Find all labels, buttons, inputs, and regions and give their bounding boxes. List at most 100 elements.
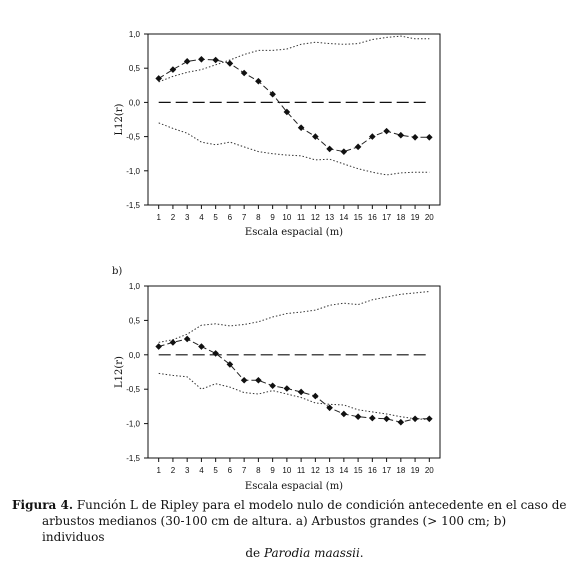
data-point xyxy=(326,145,333,153)
data-point xyxy=(297,124,305,132)
data-point xyxy=(169,66,177,73)
x-tick-label: 4 xyxy=(199,213,204,222)
series-line-upper-envelope xyxy=(158,291,430,343)
y-tick-label: -1,5 xyxy=(126,454,140,463)
data-point xyxy=(155,343,162,350)
x-tick-label: 5 xyxy=(213,213,218,222)
x-tick-label: 10 xyxy=(282,213,291,222)
x-axis-label: Escala espacial (m) xyxy=(245,227,343,238)
figure-canvas: 1,00,50,0-0,5-1,0-1,51 2 3 4 5 6 7 8 9 10 11 12 13 14… xyxy=(112,30,441,492)
x-axis-label: Escala espacial (m) xyxy=(245,481,343,492)
data-point xyxy=(283,385,291,392)
data-point xyxy=(183,335,191,343)
data-point xyxy=(326,404,333,412)
data-point xyxy=(312,392,319,400)
data-point xyxy=(255,376,262,384)
chart-panel-b: 1,00,50,0-0,5-1,0-1,51 2 3 4 5 6 7 8 9 10 11 12 13 14… xyxy=(112,266,441,492)
caption-label: Figura 4. xyxy=(12,498,73,512)
data-point xyxy=(198,343,205,350)
y-tick-label: 0,5 xyxy=(129,64,141,73)
data-point xyxy=(155,75,162,82)
chart-panel-a: 1,00,50,0-0,5-1,0-1,51 2 3 4 5 6 7 8 9 10 11 12 13 14… xyxy=(114,30,441,238)
x-tick-label: 18 xyxy=(396,213,405,222)
y-tick-label: -1,0 xyxy=(126,420,140,429)
x-tick-label: 8 xyxy=(256,213,261,222)
x-tick-label: 19 xyxy=(411,213,420,222)
x-tick-label: 9 xyxy=(270,466,275,475)
caption-text-1: Función L de Ripley para el modelo nulo … xyxy=(73,498,567,512)
data-point xyxy=(240,376,248,384)
data-point xyxy=(354,413,362,421)
data-point xyxy=(411,415,419,423)
caption-text-3a: de xyxy=(245,546,264,560)
data-point xyxy=(297,388,305,396)
data-point xyxy=(340,148,348,155)
x-tick-label: 12 xyxy=(311,213,320,222)
x-tick-label: 7 xyxy=(242,466,247,475)
data-point xyxy=(212,350,219,357)
x-tick-label: 7 xyxy=(242,213,247,222)
x-tick-label: 1 xyxy=(156,466,161,475)
x-tick-label: 6 xyxy=(228,466,233,475)
data-point xyxy=(397,418,405,426)
data-point xyxy=(383,127,390,135)
x-tick-label: 15 xyxy=(354,466,363,475)
data-point xyxy=(426,415,433,423)
data-point xyxy=(212,56,219,64)
caption-line-3: de Parodia maassii. xyxy=(12,545,567,561)
series-line-observed xyxy=(158,58,430,153)
x-tick-label: 17 xyxy=(382,213,391,222)
data-point xyxy=(198,56,205,63)
x-tick-label: 19 xyxy=(411,466,420,475)
data-point xyxy=(411,133,419,141)
y-tick-label: -1,0 xyxy=(126,167,140,176)
x-tick-label: 11 xyxy=(297,213,306,222)
x-tick-label: 20 xyxy=(425,466,434,475)
y-tick-label: 0,0 xyxy=(129,351,141,360)
caption-species: Parodia maassii xyxy=(263,546,360,560)
x-tick-label: 12 xyxy=(311,466,320,475)
data-point xyxy=(240,69,248,77)
x-tick-label: 9 xyxy=(270,213,275,222)
figure-caption: Figura 4. Función L de Ripley para el mo… xyxy=(12,497,567,561)
x-tick-label: 1 xyxy=(156,213,161,222)
x-tick-label: 13 xyxy=(325,213,334,222)
x-tick-label: 11 xyxy=(297,466,306,475)
x-tick-label: 5 xyxy=(213,466,218,475)
x-tick-label: 4 xyxy=(199,466,204,475)
x-tick-label: 3 xyxy=(185,213,190,222)
data-point xyxy=(312,133,319,140)
x-tick-label: 2 xyxy=(171,466,176,475)
x-tick-label: 14 xyxy=(339,213,348,222)
caption-line-1: Figura 4. Función L de Ripley para el mo… xyxy=(12,497,567,513)
panel-label: b) xyxy=(112,266,122,277)
y-tick-label: -0,5 xyxy=(126,133,140,142)
x-tick-label: 8 xyxy=(256,466,261,475)
x-tick-label: 17 xyxy=(382,466,391,475)
y-tick-label: 0,5 xyxy=(129,316,141,325)
x-tick-label: 6 xyxy=(228,213,233,222)
x-tick-label: 20 xyxy=(425,213,434,222)
x-tick-label: 2 xyxy=(171,213,176,222)
data-point xyxy=(269,90,276,98)
y-axis-label: L12(r) xyxy=(114,356,125,388)
series-line-lower-envelope xyxy=(158,122,430,176)
data-point xyxy=(369,133,376,140)
data-point xyxy=(226,60,234,67)
caption-line-2: arbustos medianos (30-100 cm de altura. … xyxy=(42,514,507,544)
x-tick-label: 13 xyxy=(325,466,334,475)
series-line-observed xyxy=(158,338,430,423)
series-line-upper-envelope xyxy=(158,35,430,83)
y-tick-label: -1,5 xyxy=(126,201,140,210)
y-tick-label: -0,5 xyxy=(126,385,140,394)
x-tick-label: 16 xyxy=(368,466,377,475)
plot-frame xyxy=(147,285,441,459)
y-tick-label: 1,0 xyxy=(129,30,141,39)
y-tick-label: 1,0 xyxy=(129,282,141,291)
data-point xyxy=(283,108,291,116)
data-point xyxy=(426,133,433,141)
x-tick-label: 16 xyxy=(368,213,377,222)
data-point xyxy=(397,131,405,139)
y-axis-label: L12(r) xyxy=(114,103,125,135)
data-point xyxy=(169,339,177,346)
